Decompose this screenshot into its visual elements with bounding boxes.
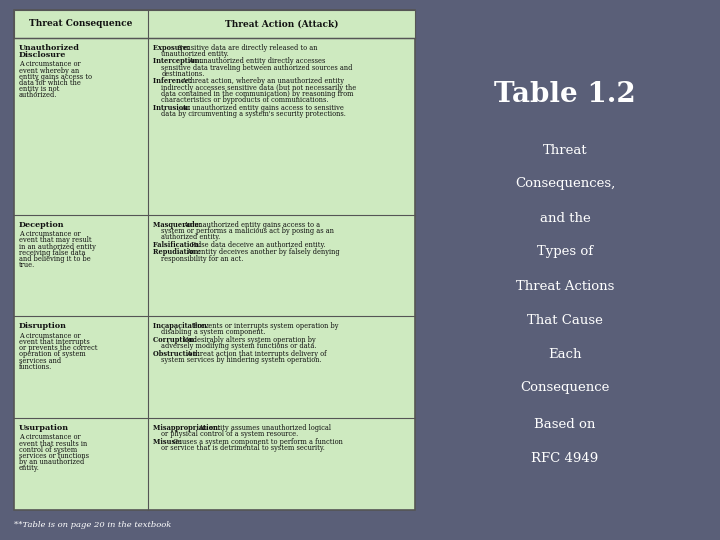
- Text: indirectly accesses sensitive data (but not necessarily the: indirectly accesses sensitive data (but …: [161, 84, 356, 92]
- Text: Each: Each: [548, 348, 582, 361]
- Text: Consequence: Consequence: [521, 381, 610, 395]
- Text: Disruption: Disruption: [19, 322, 67, 330]
- Text: authorized entity.: authorized entity.: [161, 233, 220, 241]
- Text: or service that is detrimental to system security.: or service that is detrimental to system…: [161, 444, 325, 452]
- Text: An unauthorized entity gains access to sensitive: An unauthorized entity gains access to s…: [181, 104, 343, 112]
- Text: control of system: control of system: [19, 446, 77, 454]
- Text: Threat Action (Attack): Threat Action (Attack): [225, 19, 338, 28]
- Text: Corruption:: Corruption:: [153, 336, 199, 344]
- Text: Misappropriation:: Misappropriation:: [153, 424, 223, 432]
- Text: Falsification:: Falsification:: [153, 241, 204, 249]
- Text: Usurpation: Usurpation: [19, 424, 69, 432]
- Text: in an authorized entity: in an authorized entity: [19, 242, 96, 251]
- Text: Masquerade:: Masquerade:: [153, 221, 204, 228]
- Text: disabling a system component.: disabling a system component.: [161, 328, 266, 336]
- Text: operation of system: operation of system: [19, 350, 86, 359]
- Text: services and: services and: [19, 356, 61, 365]
- Text: A circumstance or: A circumstance or: [19, 434, 81, 441]
- Text: entity gains access to: entity gains access to: [19, 73, 92, 81]
- Text: destinations.: destinations.: [161, 70, 204, 78]
- Text: False data deceive an authorized entity.: False data deceive an authorized entity.: [191, 241, 325, 249]
- Text: Consequences,: Consequences,: [515, 178, 615, 191]
- Text: Unauthorized: Unauthorized: [19, 44, 80, 51]
- Text: or physical control of a system resource.: or physical control of a system resource…: [161, 430, 299, 438]
- Text: characteristics or byproducts of communications.: characteristics or byproducts of communi…: [161, 96, 329, 104]
- Text: A threat action that interrupts delivery of: A threat action that interrupts delivery…: [186, 350, 326, 358]
- Text: Types of: Types of: [537, 246, 593, 259]
- Text: Incapacitation:: Incapacitation:: [153, 322, 212, 330]
- Text: Inference:: Inference:: [153, 78, 194, 85]
- Text: authorized.: authorized.: [19, 91, 58, 99]
- Text: An unauthorized entity gains access to a: An unauthorized entity gains access to a: [184, 221, 320, 228]
- Text: event whereby an: event whereby an: [19, 67, 79, 75]
- Bar: [14, 10, 415, 37]
- Text: Threat Actions: Threat Actions: [516, 280, 614, 293]
- Text: receiving false data: receiving false data: [19, 249, 86, 257]
- Text: Intrusion:: Intrusion:: [153, 104, 193, 112]
- Text: true.: true.: [19, 261, 35, 269]
- Text: event that may result: event that may result: [19, 237, 91, 245]
- Text: by an unauthorized: by an unauthorized: [19, 458, 84, 466]
- Text: Sensitive data are directly released to an: Sensitive data are directly released to …: [179, 44, 318, 51]
- Text: data by circumventing a system's security protections.: data by circumventing a system's securit…: [161, 110, 346, 118]
- Text: system or performs a malicious act by posing as an: system or performs a malicious act by po…: [161, 227, 334, 235]
- Text: Repudiation:: Repudiation:: [153, 248, 204, 256]
- Text: event that interrupts: event that interrupts: [19, 338, 90, 346]
- Text: Obstruction:: Obstruction:: [153, 350, 202, 358]
- Text: Based on: Based on: [534, 418, 595, 431]
- Text: and the: and the: [539, 212, 590, 225]
- Text: Deception: Deception: [19, 221, 65, 228]
- Text: An unauthorized entity directly accesses: An unauthorized entity directly accesses: [188, 57, 325, 65]
- Text: Threat: Threat: [543, 144, 588, 157]
- Text: data contained in the communication) by reasoning from: data contained in the communication) by …: [161, 90, 354, 98]
- Text: That Cause: That Cause: [527, 314, 603, 327]
- Text: responsibility for an act.: responsibility for an act.: [161, 255, 243, 262]
- Text: Table 1.2: Table 1.2: [494, 82, 636, 109]
- Text: sensitive data traveling between authorized sources and: sensitive data traveling between authori…: [161, 64, 353, 72]
- Text: functions.: functions.: [19, 363, 53, 371]
- Text: Interception:: Interception:: [153, 57, 204, 65]
- Text: system services by hindering system operation.: system services by hindering system oper…: [161, 356, 322, 365]
- Bar: [14, 10, 415, 510]
- Text: services or functions: services or functions: [19, 452, 89, 460]
- Text: Disclosure: Disclosure: [19, 51, 66, 59]
- Text: **Table is on page 20 in the textbook: **Table is on page 20 in the textbook: [14, 521, 171, 529]
- Text: Prevents or interrupts system operation by: Prevents or interrupts system operation …: [193, 322, 339, 330]
- Text: Exposure:: Exposure:: [153, 44, 192, 51]
- Text: An entity assumes unauthorized logical: An entity assumes unauthorized logical: [198, 424, 331, 432]
- Text: A circumstance or: A circumstance or: [19, 332, 81, 340]
- Text: and believing it to be: and believing it to be: [19, 255, 91, 263]
- Text: entity is not: entity is not: [19, 85, 59, 93]
- Text: A threat action, whereby an unauthorized entity: A threat action, whereby an unauthorized…: [181, 78, 343, 85]
- Text: adversely modifying system functions or data.: adversely modifying system functions or …: [161, 342, 317, 350]
- Text: Undesirably alters system operation by: Undesirably alters system operation by: [184, 336, 316, 344]
- Text: RFC 4949: RFC 4949: [531, 451, 598, 464]
- Text: unauthorized entity.: unauthorized entity.: [161, 50, 229, 58]
- Text: Threat Consequence: Threat Consequence: [30, 19, 133, 28]
- Text: Causes a system component to perform a function: Causes a system component to perform a f…: [174, 438, 343, 446]
- Text: data for which the: data for which the: [19, 79, 81, 87]
- Text: An entity deceives another by falsely denying: An entity deceives another by falsely de…: [186, 248, 339, 256]
- Text: event that results in: event that results in: [19, 440, 87, 448]
- Text: entity.: entity.: [19, 464, 40, 472]
- Text: or prevents the correct: or prevents the correct: [19, 344, 97, 352]
- Text: A circumstance or: A circumstance or: [19, 230, 81, 238]
- Text: A circumstance or: A circumstance or: [19, 60, 81, 69]
- Text: Misuse:: Misuse:: [153, 438, 184, 446]
